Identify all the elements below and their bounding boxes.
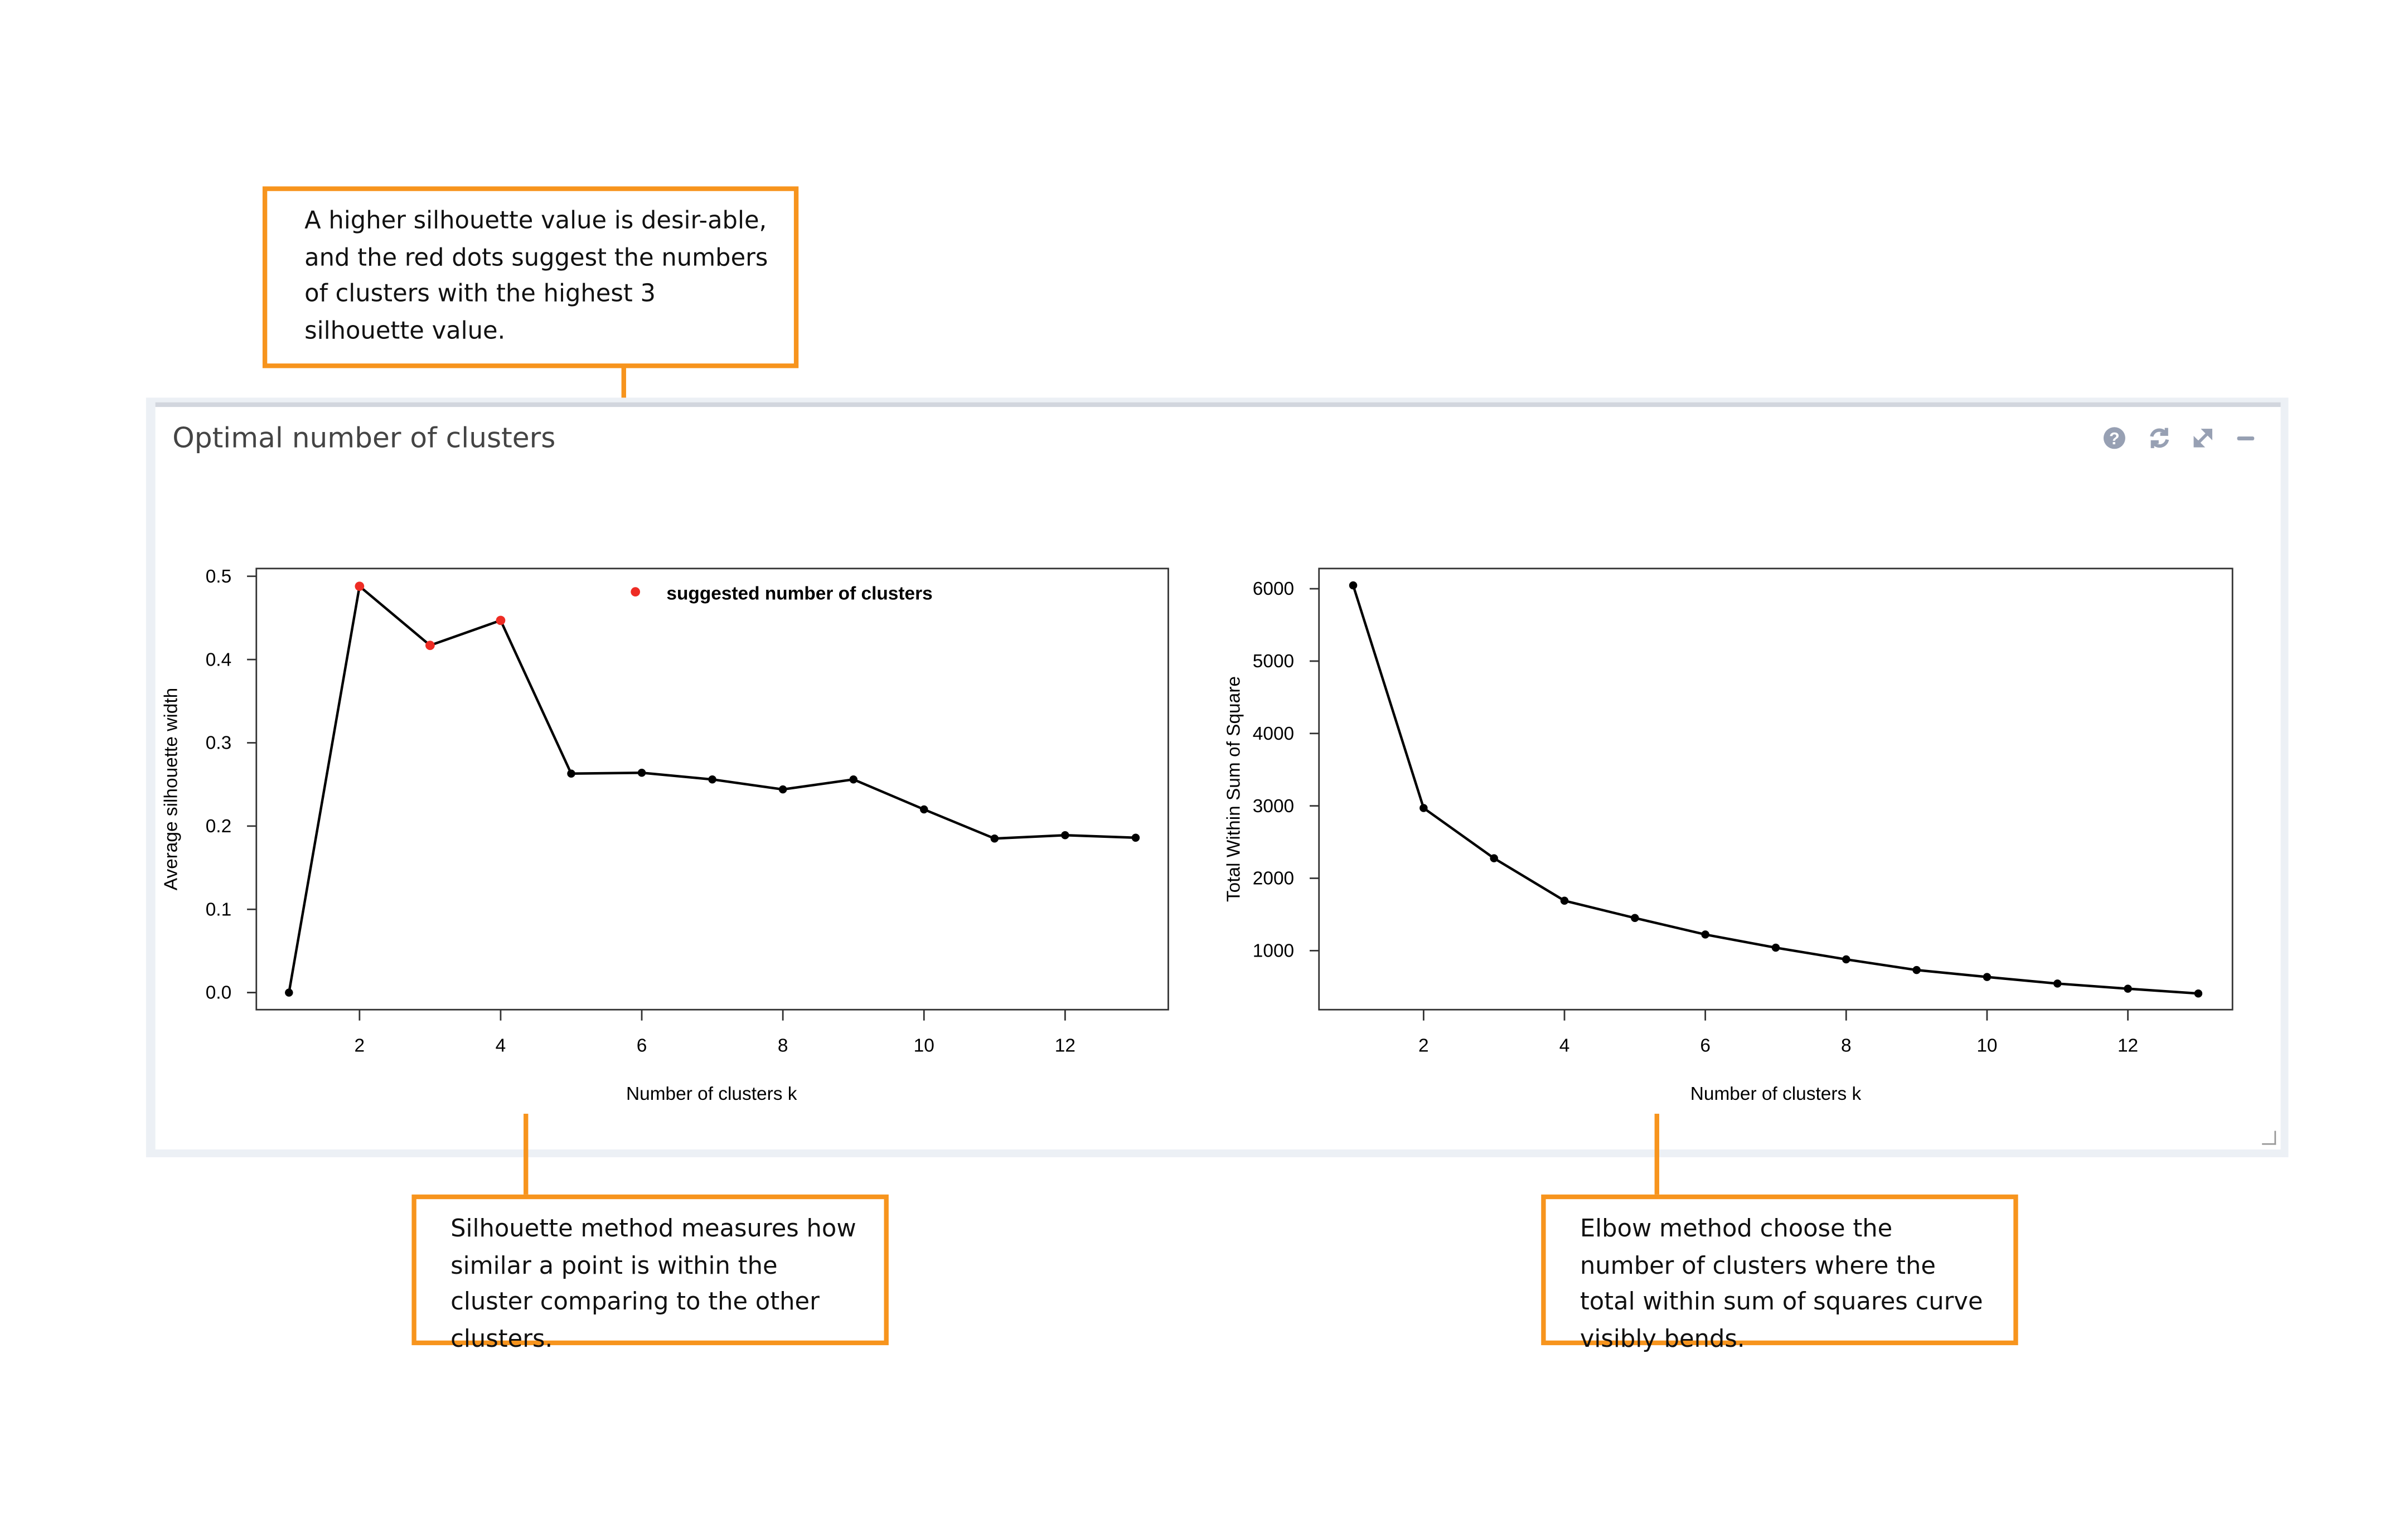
x-axis-label: Number of clusters k (1690, 1084, 1862, 1104)
suggested-point (425, 641, 435, 651)
data-point (1771, 943, 1780, 952)
y-tick-label: 0.1 (206, 899, 231, 920)
data-point (920, 805, 928, 814)
y-tick-label: 0.0 (206, 983, 231, 1003)
data-point (1490, 854, 1498, 862)
y-tick-label: 3000 (1253, 796, 1294, 817)
data-point (2194, 989, 2203, 998)
x-tick-label: 8 (778, 1035, 788, 1056)
data-point (567, 769, 575, 778)
data-point (778, 785, 787, 794)
plot-frame (1318, 567, 2233, 1011)
y-tick-label: 6000 (1253, 579, 1294, 599)
x-tick-label: 6 (1700, 1035, 1711, 1056)
resize-handle[interactable] (2262, 1131, 2276, 1145)
data-point (1560, 896, 1569, 905)
annotation-silhouette-bottom: Silhouette method measures how similar a… (411, 1194, 889, 1352)
y-tick-label: 2000 (1253, 869, 1294, 889)
question-circle-icon[interactable]: ? (2102, 426, 2130, 454)
y-tick-label: 5000 (1253, 651, 1294, 672)
data-point (1349, 581, 1358, 590)
refresh-icon[interactable] (2147, 426, 2175, 454)
elbow-chart: Total Within Sum of Square Number of clu… (1224, 567, 2233, 1104)
x-tick-label: 10 (1976, 1035, 1997, 1056)
data-point (1983, 973, 1992, 981)
data-point (1842, 955, 1850, 964)
y-tick-label: 0.4 (206, 649, 231, 670)
x-tick-label: 4 (1559, 1035, 1570, 1056)
panel-title: Optimal number of clusters (172, 422, 556, 455)
legend-marker (631, 587, 641, 597)
y-tick-label: 1000 (1253, 940, 1294, 961)
data-point (2124, 984, 2132, 993)
expand-icon[interactable] (2191, 426, 2218, 454)
legend-label: suggested number of clusters (666, 584, 932, 604)
x-tick-label: 10 (914, 1035, 934, 1056)
data-point (1419, 804, 1428, 812)
y-tick-label: 0.3 (206, 733, 231, 754)
data-point (1061, 831, 1069, 840)
data-point (1912, 966, 1921, 974)
y-axis-label: Average silhouette width (161, 688, 182, 891)
annotation-silhouette-top: A higher silhouette value is desir-able,… (262, 186, 799, 368)
plot-frame (255, 567, 1169, 1011)
data-point (1631, 914, 1639, 923)
y-tick-label: 0.5 (206, 566, 231, 587)
y-tick-label: 0.2 (206, 816, 231, 837)
data-point (990, 835, 999, 843)
data-point (1131, 833, 1140, 842)
y-tick-label: 4000 (1253, 724, 1294, 744)
clusters-panel: Optimal number of clusters ? (155, 402, 2281, 1150)
x-tick-label: 6 (637, 1035, 647, 1056)
suggested-point (355, 581, 365, 591)
x-tick-label: 2 (355, 1035, 365, 1056)
minimize-icon[interactable] (2234, 426, 2262, 454)
series-line (1351, 585, 2199, 995)
svg-text:?: ? (2109, 429, 2120, 448)
connector-line (1654, 1113, 1659, 1196)
data-point (285, 988, 293, 997)
x-tick-label: 2 (1418, 1035, 1429, 1056)
y-axis-label: Total Within Sum of Square (1224, 676, 1244, 902)
x-tick-label: 8 (1841, 1035, 1852, 1056)
data-point (2053, 979, 2062, 988)
x-tick-label: 12 (1055, 1035, 1075, 1056)
data-point (708, 775, 716, 784)
x-tick-label: 4 (496, 1035, 506, 1056)
suggested-point (496, 615, 506, 625)
annotation-elbow-bottom: Elbow method choose the number of cluste… (1541, 1194, 2018, 1352)
data-point (1701, 930, 1709, 939)
x-tick-label: 12 (2118, 1035, 2138, 1056)
connector-line (524, 1113, 529, 1196)
data-point (849, 775, 857, 784)
silhouette-chart: Average silhouette width Number of clust… (161, 566, 1169, 1104)
series-line (288, 584, 1136, 993)
data-point (637, 769, 646, 777)
x-axis-label: Number of clusters k (626, 1084, 797, 1104)
